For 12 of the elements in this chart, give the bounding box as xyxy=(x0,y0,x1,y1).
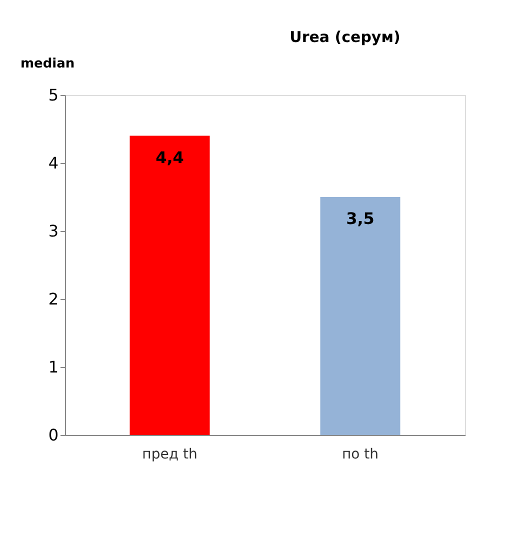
y-tick-label: 2 xyxy=(48,290,58,308)
x-tick-label: по th xyxy=(342,446,379,462)
y-tick-label: 1 xyxy=(48,358,58,376)
y-axis-title: median xyxy=(20,56,75,72)
data-label: 3,5 xyxy=(346,209,374,228)
y-tick-label: 5 xyxy=(48,86,58,104)
data-label: 4,4 xyxy=(156,148,184,167)
x-tick-label: пред th xyxy=(142,446,198,462)
y-tick-label: 4 xyxy=(48,154,58,172)
y-tick-label: 3 xyxy=(48,222,58,240)
chart-title: Urea (серум) xyxy=(290,28,400,46)
y-tick-label: 0 xyxy=(48,426,58,444)
